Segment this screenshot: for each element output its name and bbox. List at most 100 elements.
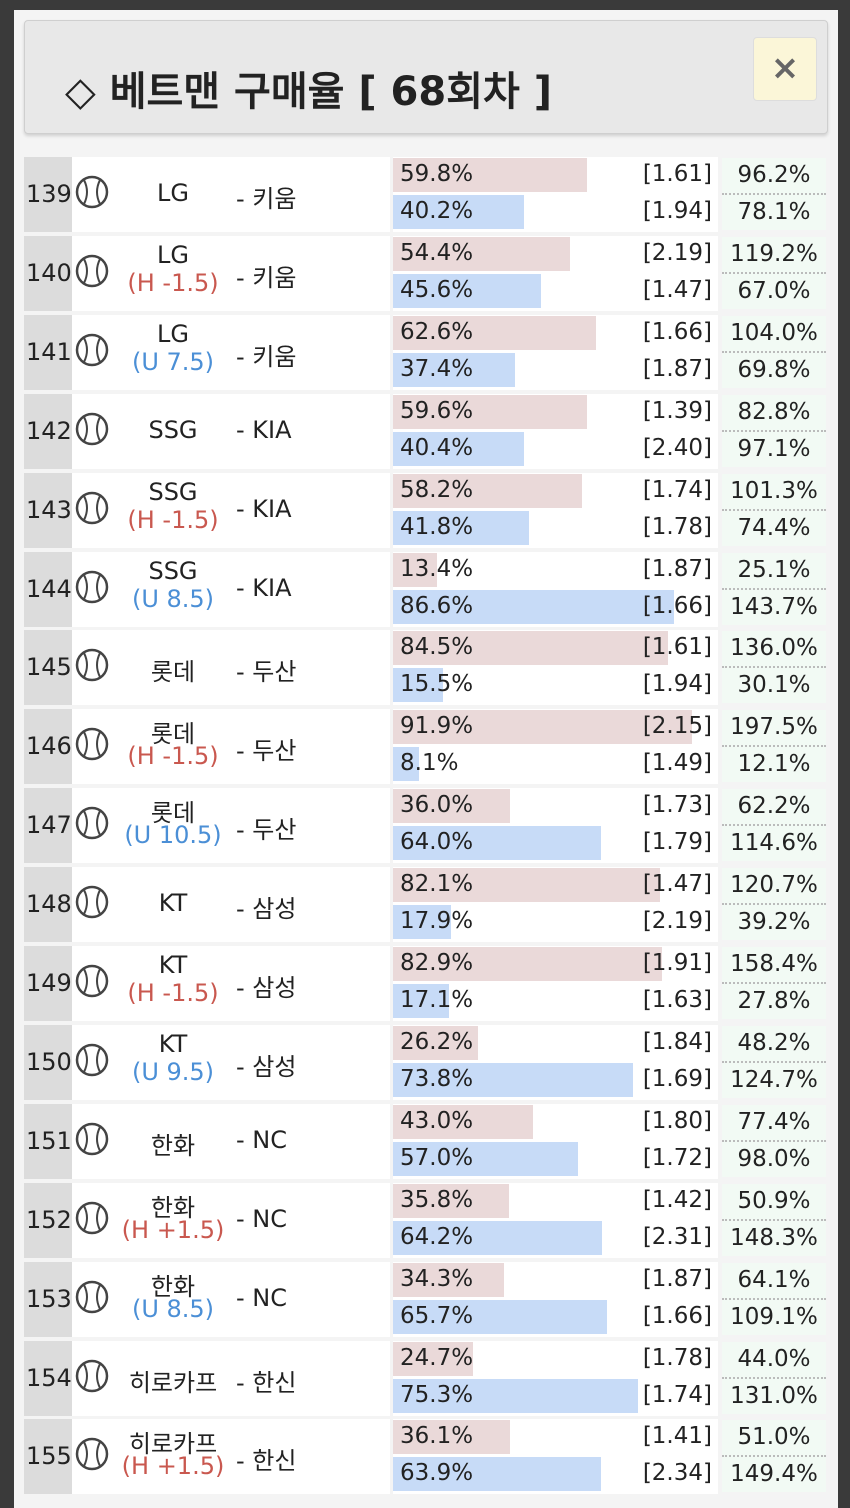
percent-text: 40.4% (400, 434, 474, 461)
odds: [1.74] (642, 476, 712, 503)
team-name: 히로카프 (128, 1368, 218, 1397)
odds: [1.69] (642, 1065, 712, 1092)
return-rate: 12.1% (722, 747, 826, 783)
percent-bar (393, 431, 525, 466)
return-rate: 96.2% (722, 158, 826, 195)
match-cell (72, 1340, 390, 1416)
odds: [1.47] (642, 871, 712, 898)
percent-text: 36.1% (400, 1423, 474, 1450)
opponent: - NC (236, 1204, 287, 1233)
percent-text: 24.7% (400, 1344, 474, 1371)
odds: [1.72] (642, 1144, 712, 1171)
percent-bar (393, 352, 515, 387)
handicap: (H +1.5) (121, 1215, 225, 1244)
match-cell (72, 1103, 390, 1179)
return-rate: 149.4% (722, 1457, 826, 1493)
odds: [1.49] (642, 750, 712, 777)
percent-bar (393, 747, 420, 782)
row-number: 154 (24, 1340, 72, 1416)
popup: 139 LG - 키움 59.8% [1.61] 96.2% 40.2% [1.94] 78.1… (14, 10, 838, 1508)
return-rate: 51.0% (722, 1420, 826, 1458)
ball-icon (75, 806, 109, 840)
team-name: 롯데 (150, 658, 196, 687)
percent-bar (393, 868, 660, 903)
match-cell (72, 1024, 390, 1100)
opponent: - 한신 (236, 1447, 297, 1476)
percent-bar (393, 1457, 601, 1492)
team-name: 롯데 (150, 720, 196, 749)
odds: [1.39] (642, 397, 712, 424)
return-rate: 77.4% (722, 1104, 826, 1142)
team-name: LG (157, 179, 189, 207)
match-cell (72, 709, 390, 785)
odds: [1.66] (642, 318, 712, 345)
handicap: (U 8.5) (131, 584, 215, 613)
return-rate: 69.8% (722, 352, 826, 388)
odds: [1.66] (642, 592, 712, 619)
odds: [1.42] (642, 1186, 712, 1213)
match-cell (72, 1261, 390, 1337)
opponent: - NC (236, 1283, 287, 1312)
handicap: (H -1.5) (127, 979, 219, 1007)
percent-text: 15.5% (400, 671, 474, 698)
odds: [1.79] (642, 829, 712, 856)
opponent: - 키움 (236, 185, 297, 213)
opponent: - NC (236, 1125, 287, 1154)
team-name: 한화 (150, 1131, 196, 1160)
odds: [1.84] (642, 1028, 712, 1055)
percent-text: 17.9% (400, 908, 474, 935)
ball-icon (75, 1122, 109, 1156)
handicap: (U 7.5) (131, 347, 215, 376)
odds: [1.61] (642, 161, 712, 187)
row-number: 144 (24, 551, 72, 627)
return-rate: 44.0% (722, 1341, 826, 1379)
team-name: KT (158, 1029, 188, 1058)
return-rate: 148.3% (722, 1220, 826, 1256)
match-cell (72, 946, 390, 1021)
percent-text: 84.5% (400, 634, 474, 661)
return-rate: 119.2% (722, 236, 826, 274)
return-rate: 197.5% (722, 710, 826, 748)
return-rate: 120.7% (722, 868, 826, 906)
percent-bar (393, 158, 588, 192)
return-rate: 50.9% (722, 1183, 826, 1221)
percent-text: 82.9% (400, 950, 474, 976)
percent-text: 73.8% (400, 1065, 474, 1092)
popup-title: ◇ 베트맨 구매율 [ 68회차 ] (65, 69, 553, 115)
return-rate: 104.0% (722, 315, 826, 353)
odds: [1.87] (642, 555, 712, 582)
percent-bar (393, 1025, 479, 1060)
return-rate: 74.4% (722, 510, 826, 546)
percent-bar (393, 826, 601, 861)
percent-bar (393, 1141, 579, 1176)
percent-bar (393, 631, 668, 666)
odds: [1.94] (642, 198, 712, 224)
team-name: 롯데 (150, 799, 196, 828)
handicap: (H +1.5) (121, 1452, 225, 1481)
odds: [2.19] (642, 908, 712, 935)
ball-icon (75, 1438, 109, 1471)
match-cell (72, 1182, 390, 1258)
odds: [1.80] (642, 1107, 712, 1134)
percent-text: 64.2% (400, 1223, 474, 1250)
return-rate: 82.8% (722, 394, 826, 432)
match-cell (72, 867, 390, 943)
percent-bar (393, 552, 437, 587)
percent-text: 45.6% (400, 276, 474, 303)
percent-bar (393, 273, 542, 308)
odds: [1.47] (642, 276, 712, 303)
ball-icon (75, 964, 109, 998)
percent-bar (393, 947, 663, 981)
popup-header: ◇ 베트맨 구매율 [ 68회차 ] × (24, 20, 828, 134)
ball-icon (75, 1043, 109, 1077)
ball-icon (75, 1359, 109, 1392)
close-button[interactable]: × (753, 37, 817, 101)
return-rate: 136.0% (722, 631, 826, 669)
percent-bar (393, 1341, 474, 1376)
opponent: - KIA (236, 494, 292, 523)
return-rate: 143.7% (722, 589, 826, 625)
percent-text: 64.0% (400, 829, 474, 856)
return-rate: 39.2% (722, 905, 826, 941)
odds: [2.19] (642, 239, 712, 266)
ball-icon (75, 649, 109, 682)
